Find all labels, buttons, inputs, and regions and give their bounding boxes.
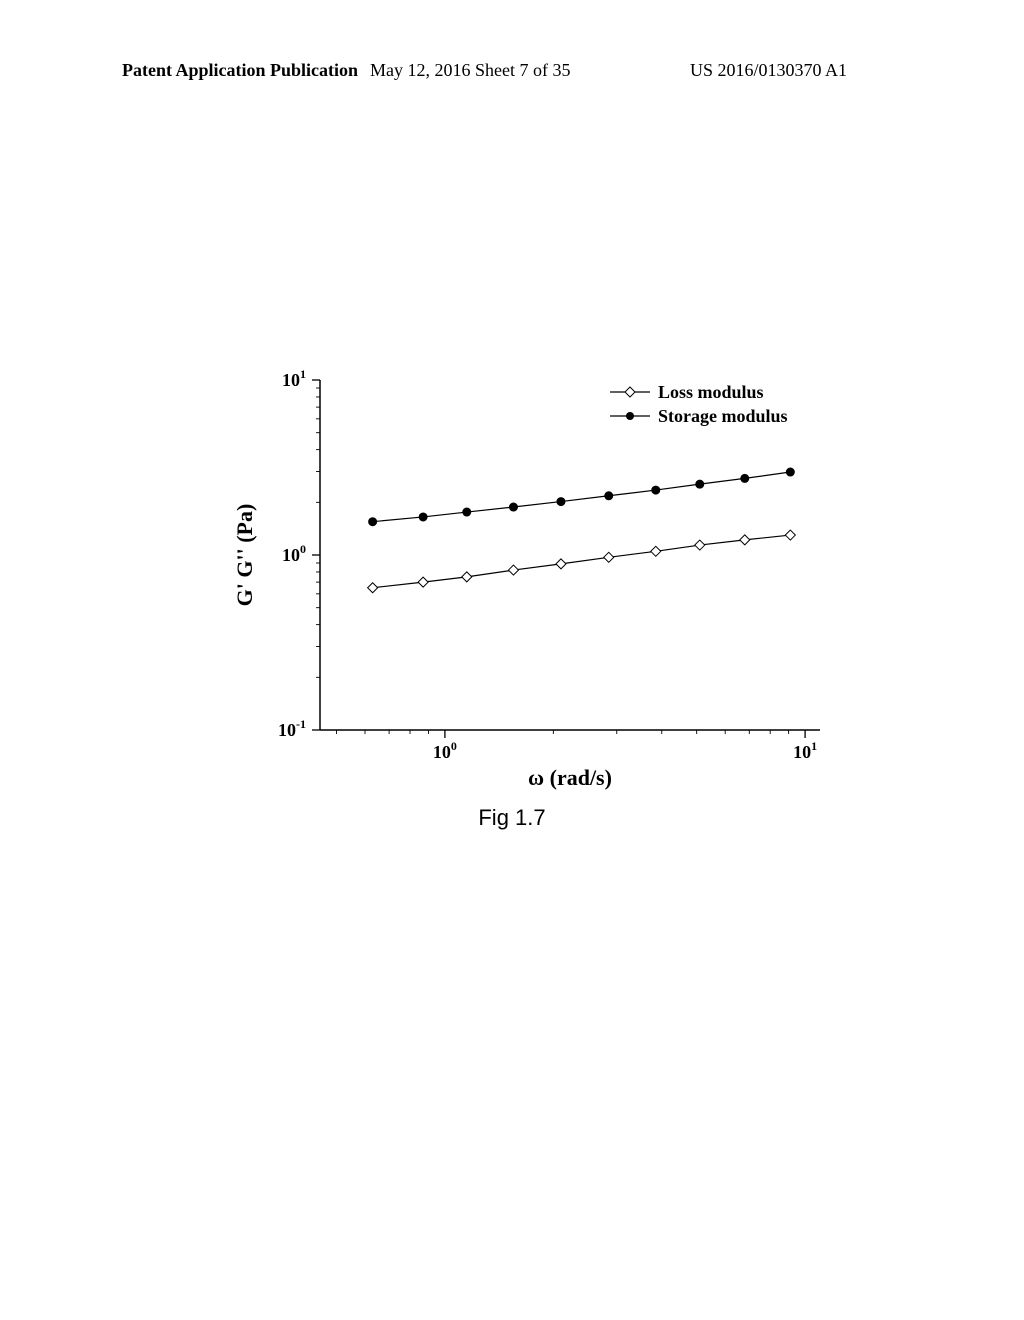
svg-text:10-1: 10-1 — [278, 717, 306, 740]
header-sheet: May 12, 2016 Sheet 7 of 35 — [370, 60, 570, 81]
svg-text:100: 100 — [282, 542, 306, 565]
header-patent-number: US 2016/0130370 A1 — [690, 60, 847, 81]
svg-text:100: 100 — [433, 739, 457, 762]
chart-svg: 100 101 10-1 100 101 ω (rad/s) G' G'' (Pa) Loss… — [210, 360, 850, 800]
svg-text:101: 101 — [793, 739, 817, 762]
svg-text:101: 101 — [282, 367, 306, 390]
figure-caption: Fig 1.7 — [478, 805, 545, 831]
header-publication: Patent Application Publication — [122, 60, 358, 81]
svg-text:Loss modulus: Loss modulus — [658, 382, 764, 402]
svg-text:ω (rad/s): ω (rad/s) — [528, 765, 612, 790]
svg-text:Storage modulus: Storage modulus — [658, 406, 788, 426]
modulus-chart: 10010110-1100101ω (rad/s)G' G'' (Pa)Loss… — [210, 360, 810, 805]
svg-text:G' G'' (Pa): G' G'' (Pa) — [232, 504, 257, 607]
